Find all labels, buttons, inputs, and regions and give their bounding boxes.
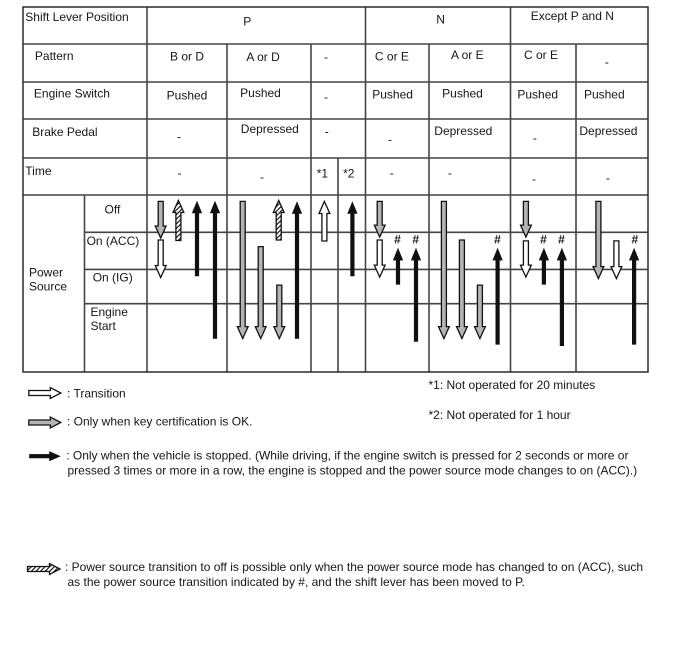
svg-text:Engine Switch: Engine Switch bbox=[34, 87, 110, 101]
svg-text:Pushed: Pushed bbox=[584, 88, 625, 102]
svg-text:-: - bbox=[605, 55, 609, 69]
svg-text:: Only when key certification: : Only when key certification is OK. bbox=[67, 414, 252, 428]
svg-text:Engine: Engine bbox=[91, 305, 129, 319]
svg-text:B or D: B or D bbox=[170, 50, 204, 64]
svg-text:-: - bbox=[606, 171, 610, 185]
svg-text:#: # bbox=[632, 233, 639, 247]
svg-text:Shift Lever Position: Shift Lever Position bbox=[25, 10, 128, 24]
svg-text:P: P bbox=[243, 14, 251, 28]
svg-text:#: # bbox=[558, 233, 565, 247]
svg-text:Power: Power bbox=[29, 265, 63, 279]
svg-text:Time: Time bbox=[25, 164, 52, 178]
svg-text:N: N bbox=[436, 13, 445, 27]
svg-text:Pushed: Pushed bbox=[372, 88, 413, 102]
svg-text:pressed 3 times or more in a r: pressed 3 times or more in a row, the en… bbox=[68, 464, 638, 478]
svg-text:*1: *1 bbox=[317, 166, 329, 180]
svg-text:Pushed: Pushed bbox=[240, 86, 281, 100]
svg-text:Except P and N: Except P and N bbox=[531, 9, 614, 23]
svg-text:: Transition: : Transition bbox=[67, 387, 126, 401]
svg-text:-: - bbox=[388, 132, 392, 146]
svg-text:#: # bbox=[494, 233, 501, 247]
svg-text:Brake Pedal: Brake Pedal bbox=[32, 125, 97, 139]
svg-text:-: - bbox=[260, 170, 264, 184]
svg-text:#: # bbox=[412, 233, 419, 247]
svg-text:C or E: C or E bbox=[375, 49, 409, 63]
svg-text:-: - bbox=[177, 129, 181, 143]
svg-text:as the power source transition: as the power source transition indicated… bbox=[68, 575, 525, 589]
svg-text:-: - bbox=[324, 50, 328, 64]
svg-text:: Power source transition to o: : Power source transition to off is poss… bbox=[65, 560, 643, 574]
svg-text:-: - bbox=[325, 124, 329, 138]
svg-text:Depressed: Depressed bbox=[434, 124, 492, 138]
svg-text:On (ACC): On (ACC) bbox=[87, 234, 140, 248]
svg-text:Pushed: Pushed bbox=[167, 89, 208, 103]
svg-text:: Only when the vehicle is sto: : Only when the vehicle is stopped. (Whi… bbox=[66, 449, 628, 463]
svg-text:#: # bbox=[540, 233, 547, 247]
svg-text:Pushed: Pushed bbox=[442, 87, 483, 101]
svg-text:Off: Off bbox=[105, 202, 121, 216]
svg-text:#: # bbox=[394, 233, 401, 247]
svg-text:Source: Source bbox=[29, 279, 67, 293]
svg-text:*2: Not operated for 1 hour: *2: Not operated for 1 hour bbox=[429, 408, 571, 422]
svg-text:-: - bbox=[448, 166, 452, 180]
svg-text:C or E: C or E bbox=[524, 48, 558, 62]
svg-text:Pattern: Pattern bbox=[35, 49, 74, 63]
svg-text:A or D: A or D bbox=[246, 50, 280, 64]
svg-text:Depressed: Depressed bbox=[241, 122, 299, 136]
svg-text:Depressed: Depressed bbox=[579, 124, 637, 138]
svg-text:A or E: A or E bbox=[451, 48, 484, 62]
svg-text:Start: Start bbox=[91, 319, 117, 333]
svg-text:-: - bbox=[324, 90, 328, 104]
svg-text:*2: *2 bbox=[343, 166, 355, 180]
svg-text:-: - bbox=[390, 166, 394, 180]
svg-text:*1: Not operated for 20 minute: *1: Not operated for 20 minutes bbox=[429, 378, 596, 392]
svg-text:Pushed: Pushed bbox=[517, 87, 558, 101]
svg-text:-: - bbox=[532, 172, 536, 186]
svg-text:On (IG): On (IG) bbox=[93, 270, 133, 284]
svg-text:-: - bbox=[533, 131, 537, 145]
svg-text:-: - bbox=[178, 166, 182, 180]
